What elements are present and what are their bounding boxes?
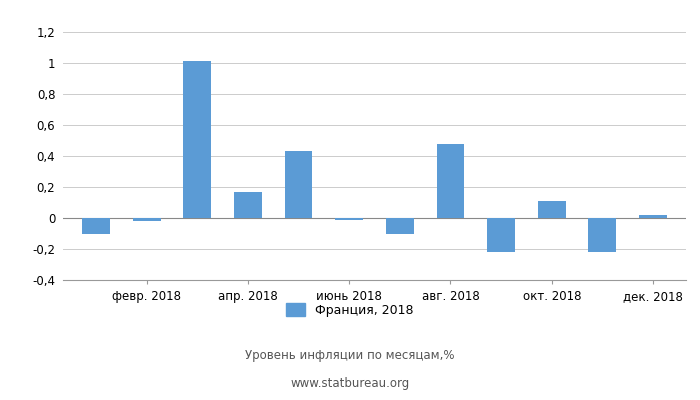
Bar [437,144,464,218]
Bar [335,218,363,220]
Bar [639,215,667,218]
Text: Уровень инфляции по месяцам,%: Уровень инфляции по месяцам,% [245,350,455,362]
Bar [132,218,160,221]
Text: www.statbureau.org: www.statbureau.org [290,378,410,390]
Bar [487,218,515,252]
Bar [386,218,414,234]
Bar [285,151,312,218]
Bar [234,192,262,218]
Legend: Франция, 2018: Франция, 2018 [281,298,419,322]
Bar [82,218,110,234]
Bar [538,201,566,218]
Bar [183,62,211,218]
Bar [589,218,617,252]
